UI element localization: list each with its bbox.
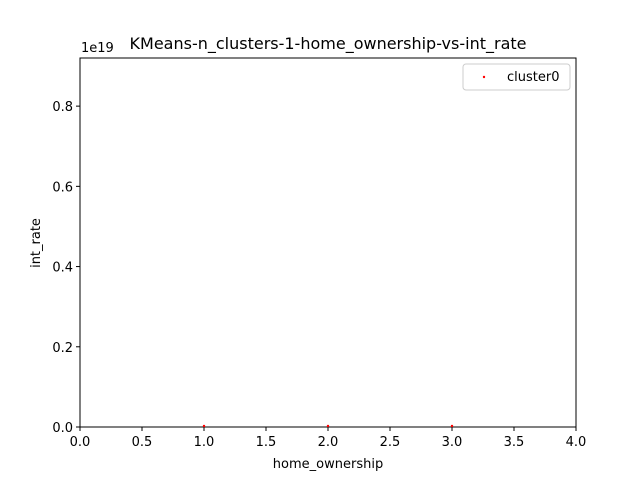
y-offset-text: 1e19: [81, 41, 114, 56]
x-tick-label: 4.0: [566, 435, 587, 450]
data-point-cluster0: [326, 424, 330, 428]
legend-label-cluster0: cluster0: [507, 70, 559, 85]
y-axis-label: int_rate: [29, 218, 44, 268]
y-tick-label: 0.8: [52, 100, 73, 115]
y-tick-label: 0.4: [52, 261, 73, 276]
legend-marker: [482, 75, 486, 79]
y-axis: 0.0 0.2 0.4 0.6 0.8: [52, 100, 80, 436]
x-tick-label: 2.5: [380, 435, 401, 450]
plot-area: 0.0 0.5 1.0 1.5 2.0 2.5 3.0 3.5 4.0 0.0 0.2 0.4 0.6…: [52, 57, 587, 450]
x-tick-label: 3.5: [504, 435, 525, 450]
y-tick-label: 0.2: [52, 341, 73, 356]
y-tick-label: 0.0: [52, 421, 73, 436]
x-tick-label: 1.0: [194, 435, 215, 450]
x-axis-label: home_ownership: [273, 457, 383, 472]
legend: cluster0: [462, 63, 571, 91]
x-axis: 0.0 0.5 1.0 1.5 2.0 2.5 3.0 3.5 4.0: [70, 427, 587, 450]
x-tick-label: 0.0: [70, 435, 91, 450]
y-tick-label: 0.6: [52, 180, 73, 195]
legend-box: [462, 63, 571, 91]
data-point-cluster0: [450, 424, 454, 428]
data-point-cluster0: [202, 424, 206, 428]
scatter-points: [202, 424, 454, 428]
chart-title: KMeans-n_clusters-1-home_ownership-vs-in…: [130, 34, 527, 54]
x-tick-label: 0.5: [132, 435, 153, 450]
x-tick-label: 2.0: [318, 435, 339, 450]
x-tick-label: 3.0: [442, 435, 463, 450]
x-tick-label: 1.5: [256, 435, 277, 450]
